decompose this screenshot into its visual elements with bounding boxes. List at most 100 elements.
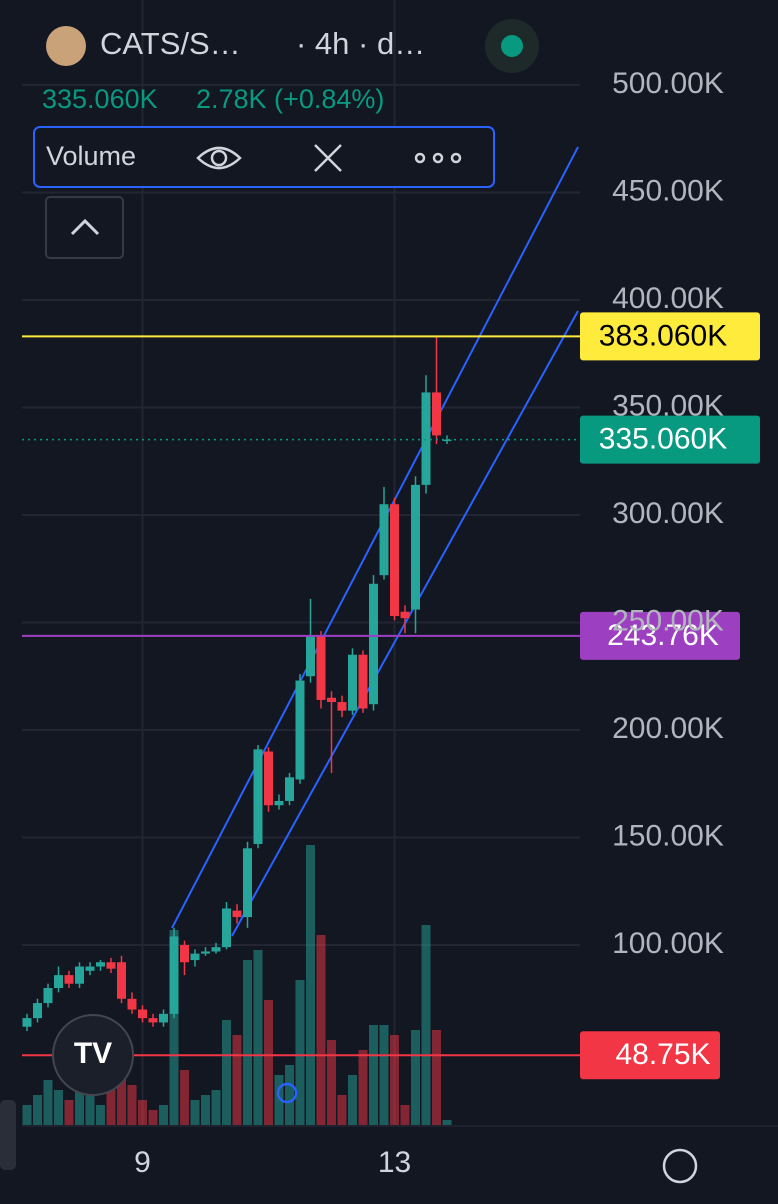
candle-body [348,654,357,711]
y-tick-label: 450.00K [612,174,724,207]
volume-bar [138,1100,147,1125]
volume-bar [22,1105,32,1125]
status-dot [501,35,523,57]
volume-bar [253,950,263,1125]
collapse-button[interactable] [45,196,124,259]
volume-bar [379,1025,389,1125]
volume-bar [411,1030,420,1125]
candle-body [379,504,389,576]
candle-body [327,697,336,703]
channel-upper [171,146,579,929]
volume-bar [285,1065,294,1125]
candle-body [33,1003,42,1019]
volume-bar [180,1070,189,1125]
candle-body [64,975,74,984]
candle-body [232,910,242,918]
volume-bar [148,1110,158,1125]
candle-body [432,392,441,436]
candle-body [138,1009,147,1019]
indicator-name: Volume [46,141,136,171]
marker[interactable] [276,1082,298,1104]
volume-bar [243,960,252,1125]
side-handle[interactable] [0,1100,16,1170]
candle-body [222,908,231,948]
volume-bar [127,1085,137,1125]
candle-body [306,635,315,677]
candle-body [106,962,116,969]
volume-bar [390,1035,399,1125]
volume-bar [421,925,431,1125]
candle-body [369,583,378,705]
y-tick-label: 100.00K [612,927,724,960]
volume-bar [159,1105,168,1125]
candle-body [75,966,84,984]
volume-bar [337,1095,347,1125]
volume-bar [442,1120,452,1125]
volume-bar [348,1075,357,1125]
volume-bar [75,1080,84,1125]
candle-body [117,962,126,999]
logo-mark: TV [74,1037,112,1070]
price-tag-label: 383.060K [599,319,727,352]
volume-bar [295,980,305,1125]
x-tick-label: 13 [378,1146,411,1179]
price-tag-label: 335.060K [599,423,727,456]
candle-body [295,680,305,780]
volume-bar [274,1075,284,1125]
candle-body [159,1013,168,1023]
volume-bar [106,1090,116,1125]
candle-body [96,962,105,967]
candle-body [190,953,200,961]
candle-body [358,654,368,709]
volume-bar [358,1050,368,1125]
price-tag-label: 243.76K [607,619,719,652]
candle-body [442,439,452,442]
volume-bar [222,1020,231,1125]
price-tag [580,611,740,660]
price-tag [580,312,760,361]
candle-body [169,936,179,1014]
y-tick-label: 400.00K [612,282,724,315]
x-tick-label: 9 [134,1146,151,1179]
candle-body [264,751,273,806]
volume-bar [432,1030,441,1125]
candle-body [253,749,263,844]
candle-body [148,1018,158,1023]
candle-body [316,635,326,700]
candle-body [411,484,420,610]
logo[interactable] [52,1014,134,1096]
icons[interactable] [196,144,462,172]
price-tag [580,415,760,464]
volume-bar [85,1095,95,1125]
y-tick-label: 200.00K [612,712,724,745]
volume-bar [316,935,326,1125]
volume-bar [327,1040,336,1125]
volume-bar [33,1095,42,1125]
candle-body [421,392,431,485]
candle-body [43,988,53,1004]
volume-bar [43,1080,53,1125]
volume-bar [369,1025,378,1125]
settings[interactable] [662,1148,698,1184]
candle-body [274,800,284,806]
symbol[interactable]: CATS/S… [100,26,241,61]
candle-body [400,611,410,619]
candle-body [22,1018,32,1027]
candle-body [243,848,252,918]
volume-bar [190,1100,200,1125]
y-tick-label: 300.00K [612,497,724,530]
volume-bar [96,1105,105,1125]
symbol-icon[interactable] [46,26,86,66]
y-tick-label: 500.00K [612,67,724,100]
volume-bar [211,1090,221,1125]
y-tick-label: 350.00K [612,389,724,422]
volume-bar [306,845,315,1125]
candle-body [211,947,221,952]
interval[interactable]: · 4h · d… [296,26,425,61]
candle-body [285,777,294,801]
indicator-box[interactable] [33,126,495,188]
volume-bar [232,1035,242,1125]
y-tick-label: 150.00K [612,819,724,852]
volume-bar [400,1105,410,1125]
